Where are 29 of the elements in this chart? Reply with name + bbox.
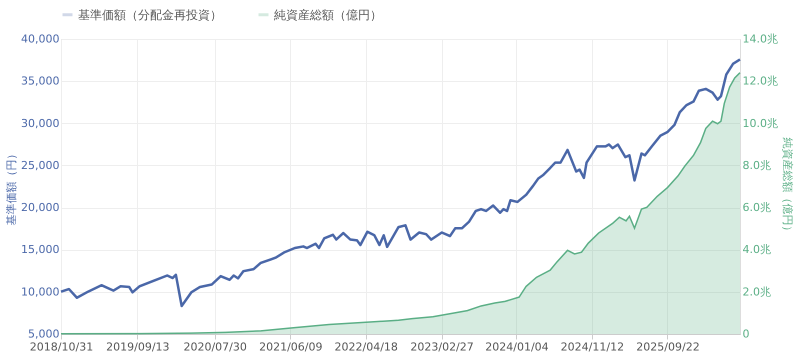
legend-label: 基準価額（分配金再投資） xyxy=(78,8,222,22)
y-tick-label: 25,000 xyxy=(21,158,60,172)
x-tick-label: 2021/06/09 xyxy=(259,340,323,354)
x-tick-label: 2023/02/27 xyxy=(410,340,474,354)
y2-axis-title: 純資産総額（億円） xyxy=(780,138,794,236)
y2-tick-label: 2.0兆 xyxy=(742,285,771,298)
y2-tick-label: 0 xyxy=(742,328,750,340)
y-tick-label: 30,000 xyxy=(21,116,60,130)
y2-tick-label: 6.0兆 xyxy=(742,201,771,214)
y-tick-label: 20,000 xyxy=(21,201,60,214)
legend-label: 純資産総額（億円） xyxy=(274,8,382,22)
y-axis-title: 基準価額（円） xyxy=(5,148,18,226)
y-tick-label: 35,000 xyxy=(21,74,60,88)
y2-tick-label: 12.0兆 xyxy=(742,74,778,88)
y2-tick-label: 14.0兆 xyxy=(742,32,778,46)
y-tick-label: 15,000 xyxy=(21,243,60,256)
x-tick-label: 2019/09/13 xyxy=(106,340,170,354)
x-tick-label: 2020/07/30 xyxy=(183,340,247,354)
y2-tick-label: 8.0兆 xyxy=(742,158,771,172)
y2-tick-label: 10.0兆 xyxy=(742,116,778,130)
x-tick-label: 2024/01/04 xyxy=(485,340,549,354)
x-tick-label: 2018/10/31 xyxy=(30,340,94,354)
x-tick-label: 2022/04/18 xyxy=(334,340,398,354)
y2-tick-label: 4.0兆 xyxy=(742,243,771,256)
y-tick-label: 10,000 xyxy=(21,285,60,298)
y-tick-label: 40,000 xyxy=(21,32,60,46)
x-tick-label: 2024/11/12 xyxy=(560,340,624,354)
x-tick-label: 2025/09/22 xyxy=(636,340,700,354)
y-tick-label: 5,000 xyxy=(28,328,60,340)
